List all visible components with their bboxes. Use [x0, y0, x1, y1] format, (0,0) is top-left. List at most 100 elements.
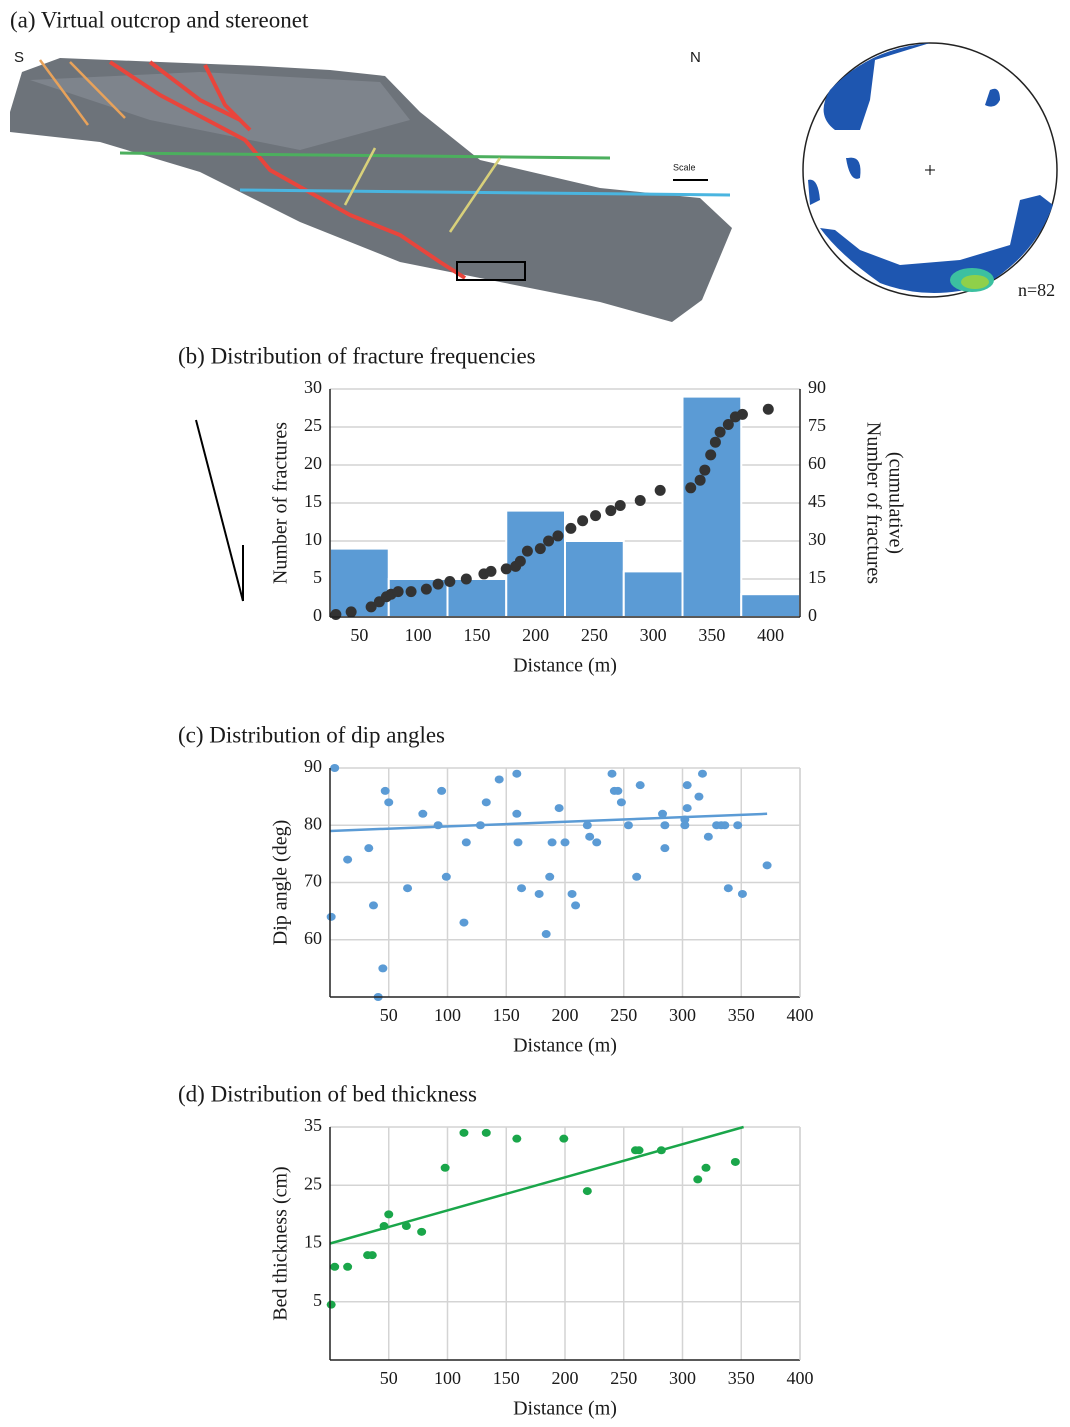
y-axis-label: Bed thickness (cm)	[270, 1166, 292, 1320]
point	[327, 1301, 336, 1309]
point	[442, 873, 451, 881]
point	[660, 844, 669, 852]
point	[738, 890, 747, 898]
point	[693, 1175, 702, 1183]
point	[417, 1228, 426, 1236]
point	[555, 804, 564, 812]
point	[585, 833, 594, 841]
cumulative-point	[406, 586, 417, 597]
y-tick-label: 30	[304, 377, 322, 397]
x-tick-label: 200	[552, 1005, 579, 1025]
north-label: N	[690, 49, 701, 66]
y-tick-label: 25	[304, 415, 322, 435]
point	[632, 873, 641, 881]
cumulative-point	[433, 579, 444, 590]
x-axis-label: Distance (m)	[513, 1035, 617, 1057]
y-tick-label: 80	[304, 813, 322, 833]
panel-a: (a) Virtual outcrop and stereonet S N Sc…	[10, 7, 1057, 322]
cumulative-point	[577, 515, 588, 526]
point	[517, 884, 526, 892]
cumulative-point	[695, 475, 706, 486]
x-tick-label: 100	[405, 625, 432, 645]
y-tick-label: 35	[304, 1115, 322, 1135]
point	[482, 798, 491, 806]
y2-axis-label: (cumulative)	[884, 452, 906, 554]
x-tick-label: 100	[434, 1005, 461, 1025]
point	[561, 838, 570, 846]
y-tick-label: 15	[304, 491, 322, 511]
point	[542, 930, 551, 938]
point	[731, 1158, 740, 1166]
cumulative-point	[655, 485, 666, 496]
stereonet	[803, 43, 1057, 297]
point	[364, 844, 373, 852]
panel-title: (a) Virtual outcrop and stereonet	[10, 7, 309, 32]
bar	[683, 397, 742, 617]
cumulative-point	[393, 586, 404, 597]
point	[571, 901, 580, 909]
point	[327, 913, 336, 921]
stereonet-count: n=82	[1018, 280, 1055, 300]
x-tick-label: 50	[380, 1368, 398, 1388]
scale-label: Scale	[673, 162, 696, 172]
y-tick-label: 25	[304, 1173, 322, 1193]
cumulative-point	[699, 465, 710, 476]
cumulative-point	[515, 556, 526, 567]
x-tick-label: 150	[493, 1005, 520, 1025]
point	[559, 1135, 568, 1143]
point	[583, 1187, 592, 1195]
trendline	[330, 814, 767, 831]
cumulative-point	[330, 609, 341, 620]
y2-tick-label: 60	[808, 453, 826, 473]
x-tick-label: 300	[640, 625, 667, 645]
cumulative-point	[535, 543, 546, 554]
point	[698, 770, 707, 778]
cumulative-point	[685, 482, 696, 493]
point	[378, 964, 387, 972]
y2-tick-label: 30	[808, 529, 826, 549]
point	[733, 821, 742, 829]
x-tick-label: 400	[787, 1005, 814, 1025]
point	[384, 1210, 393, 1218]
x-tick-label: 200	[522, 625, 549, 645]
cumulative-point	[552, 530, 563, 541]
x-tick-label: 350	[698, 625, 725, 645]
point	[512, 810, 521, 818]
point	[535, 890, 544, 898]
y2-tick-label: 75	[808, 415, 826, 435]
bar	[565, 541, 624, 617]
cumulative-point	[605, 505, 616, 516]
cumulative-point	[705, 449, 716, 460]
point	[548, 838, 557, 846]
point	[482, 1129, 491, 1137]
chart-title: (d) Distribution of bed thickness	[178, 1081, 477, 1106]
point	[683, 804, 692, 812]
point	[369, 901, 378, 909]
point	[617, 798, 626, 806]
bar	[624, 571, 683, 617]
y-tick-label: 90	[304, 756, 322, 776]
point	[384, 798, 393, 806]
point	[441, 1164, 450, 1172]
cumulative-point	[710, 437, 721, 448]
x-axis-label: Distance (m)	[513, 1398, 617, 1420]
x-tick-label: 50	[350, 625, 368, 645]
cumulative-point	[461, 574, 472, 585]
point	[720, 821, 729, 829]
south-label: S	[14, 49, 24, 66]
x-tick-label: 100	[434, 1368, 461, 1388]
point	[694, 793, 703, 801]
point	[592, 838, 601, 846]
cumulative-point	[763, 404, 774, 415]
cumulative-point	[615, 500, 626, 511]
point	[683, 781, 692, 789]
chart-title: (c) Distribution of dip angles	[178, 722, 445, 747]
point	[368, 1251, 377, 1259]
y2-tick-label: 90	[808, 377, 826, 397]
cumulative-point	[421, 584, 432, 595]
y-tick-label: 10	[304, 529, 322, 549]
point	[613, 787, 622, 795]
point	[583, 821, 592, 829]
cumulative-point	[444, 576, 455, 587]
point	[381, 787, 390, 795]
